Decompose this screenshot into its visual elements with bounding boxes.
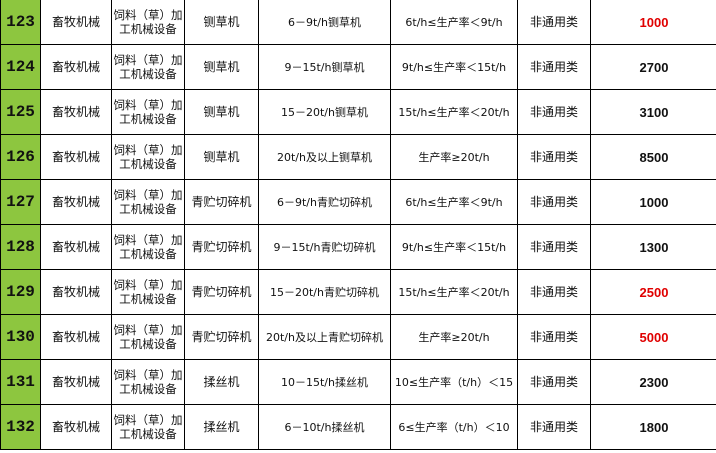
spec-cell: 9－15t/h铡草机 <box>258 44 391 90</box>
range-cell: 6≤生产率（t/h）＜10 <box>390 404 518 450</box>
type-cell: 非通用类 <box>517 0 591 45</box>
range-cell: 15t/h≤生产率＜20t/h <box>390 89 518 135</box>
category-cell: 畜牧机械 <box>40 314 112 360</box>
category-cell: 畜牧机械 <box>40 44 112 90</box>
spec-cell: 6－10t/h揉丝机 <box>258 404 391 450</box>
amount-cell: 8500 <box>590 134 716 180</box>
item-cell: 揉丝机 <box>184 359 259 405</box>
table-row: 123 畜牧机械 饲料（草）加工机械设备 铡草机 6－9t/h铡草机 6t/h≤生产率＜9… <box>0 0 716 45</box>
amount-cell: 1800 <box>590 404 716 450</box>
row-number: 123 <box>0 0 41 45</box>
amount-cell: 1000 <box>590 0 716 45</box>
spec-cell: 15－20t/h青贮切碎机 <box>258 269 391 315</box>
type-cell: 非通用类 <box>517 134 591 180</box>
table-row: 124 畜牧机械 饲料（草）加工机械设备 铡草机 9－15t/h铡草机 9t/h≤生产率＜… <box>0 44 716 90</box>
range-cell: 6t/h≤生产率＜9t/h <box>390 0 518 45</box>
range-cell: 生产率≥20t/h <box>390 314 518 360</box>
range-cell: 9t/h≤生产率＜15t/h <box>390 44 518 90</box>
spec-cell: 6－9t/h铡草机 <box>258 0 391 45</box>
item-cell: 铡草机 <box>184 89 259 135</box>
item-cell: 揉丝机 <box>184 404 259 450</box>
row-number: 126 <box>0 134 41 180</box>
row-number: 125 <box>0 89 41 135</box>
category-cell: 畜牧机械 <box>40 359 112 405</box>
row-number: 124 <box>0 44 41 90</box>
row-number: 127 <box>0 179 41 225</box>
table-row: 129 畜牧机械 饲料（草）加工机械设备 青贮切碎机 15－20t/h青贮切碎机 15t/… <box>0 269 716 315</box>
type-cell: 非通用类 <box>517 359 591 405</box>
group-cell: 饲料（草）加工机械设备 <box>111 89 185 135</box>
group-cell: 饲料（草）加工机械设备 <box>111 0 185 45</box>
range-cell: 9t/h≤生产率＜15t/h <box>390 224 518 270</box>
category-cell: 畜牧机械 <box>40 179 112 225</box>
category-cell: 畜牧机械 <box>40 224 112 270</box>
table-row: 127 畜牧机械 饲料（草）加工机械设备 青贮切碎机 6－9t/h青贮切碎机 6t/h≤生… <box>0 179 716 225</box>
group-cell: 饲料（草）加工机械设备 <box>111 224 185 270</box>
group-cell: 饲料（草）加工机械设备 <box>111 134 185 180</box>
spec-cell: 20t/h及以上铡草机 <box>258 134 391 180</box>
row-number: 129 <box>0 269 41 315</box>
row-number: 130 <box>0 314 41 360</box>
amount-cell: 3100 <box>590 89 716 135</box>
range-cell: 10≤生产率（t/h）＜15 <box>390 359 518 405</box>
item-cell: 青贮切碎机 <box>184 269 259 315</box>
group-cell: 饲料（草）加工机械设备 <box>111 44 185 90</box>
table-row: 130 畜牧机械 饲料（草）加工机械设备 青贮切碎机 20t/h及以上青贮切碎机 生产率≥… <box>0 314 716 360</box>
group-cell: 饲料（草）加工机械设备 <box>111 359 185 405</box>
row-number: 132 <box>0 404 41 450</box>
group-cell: 饲料（草）加工机械设备 <box>111 314 185 360</box>
type-cell: 非通用类 <box>517 224 591 270</box>
spec-cell: 15－20t/h铡草机 <box>258 89 391 135</box>
type-cell: 非通用类 <box>517 44 591 90</box>
amount-cell: 2700 <box>590 44 716 90</box>
item-cell: 铡草机 <box>184 0 259 45</box>
category-cell: 畜牧机械 <box>40 404 112 450</box>
amount-cell: 5000 <box>590 314 716 360</box>
group-cell: 饲料（草）加工机械设备 <box>111 269 185 315</box>
group-cell: 饲料（草）加工机械设备 <box>111 404 185 450</box>
type-cell: 非通用类 <box>517 269 591 315</box>
item-cell: 青贮切碎机 <box>184 224 259 270</box>
range-cell: 生产率≥20t/h <box>390 134 518 180</box>
category-cell: 畜牧机械 <box>40 134 112 180</box>
spec-cell: 20t/h及以上青贮切碎机 <box>258 314 391 360</box>
table-row: 132 畜牧机械 饲料（草）加工机械设备 揉丝机 6－10t/h揉丝机 6≤生产率（t/h… <box>0 404 716 450</box>
table-row: 131 畜牧机械 饲料（草）加工机械设备 揉丝机 10－15t/h揉丝机 10≤生产率（t… <box>0 359 716 405</box>
type-cell: 非通用类 <box>517 179 591 225</box>
category-cell: 畜牧机械 <box>40 89 112 135</box>
spec-cell: 10－15t/h揉丝机 <box>258 359 391 405</box>
table-row: 128 畜牧机械 饲料（草）加工机械设备 青贮切碎机 9－15t/h青贮切碎机 9t/h≤… <box>0 224 716 270</box>
type-cell: 非通用类 <box>517 314 591 360</box>
group-cell: 饲料（草）加工机械设备 <box>111 179 185 225</box>
amount-cell: 1000 <box>590 179 716 225</box>
type-cell: 非通用类 <box>517 89 591 135</box>
item-cell: 青贮切碎机 <box>184 314 259 360</box>
item-cell: 铡草机 <box>184 44 259 90</box>
table-row: 125 畜牧机械 饲料（草）加工机械设备 铡草机 15－20t/h铡草机 15t/h≤生产… <box>0 89 716 135</box>
item-cell: 铡草机 <box>184 134 259 180</box>
spec-cell: 6－9t/h青贮切碎机 <box>258 179 391 225</box>
amount-cell: 2500 <box>590 269 716 315</box>
spec-cell: 9－15t/h青贮切碎机 <box>258 224 391 270</box>
range-cell: 15t/h≤生产率＜20t/h <box>390 269 518 315</box>
row-number: 128 <box>0 224 41 270</box>
row-number: 131 <box>0 359 41 405</box>
amount-cell: 1300 <box>590 224 716 270</box>
item-cell: 青贮切碎机 <box>184 179 259 225</box>
amount-cell: 2300 <box>590 359 716 405</box>
range-cell: 6t/h≤生产率＜9t/h <box>390 179 518 225</box>
category-cell: 畜牧机械 <box>40 0 112 45</box>
category-cell: 畜牧机械 <box>40 269 112 315</box>
type-cell: 非通用类 <box>517 404 591 450</box>
table-row: 126 畜牧机械 饲料（草）加工机械设备 铡草机 20t/h及以上铡草机 生产率≥20t/… <box>0 134 716 180</box>
